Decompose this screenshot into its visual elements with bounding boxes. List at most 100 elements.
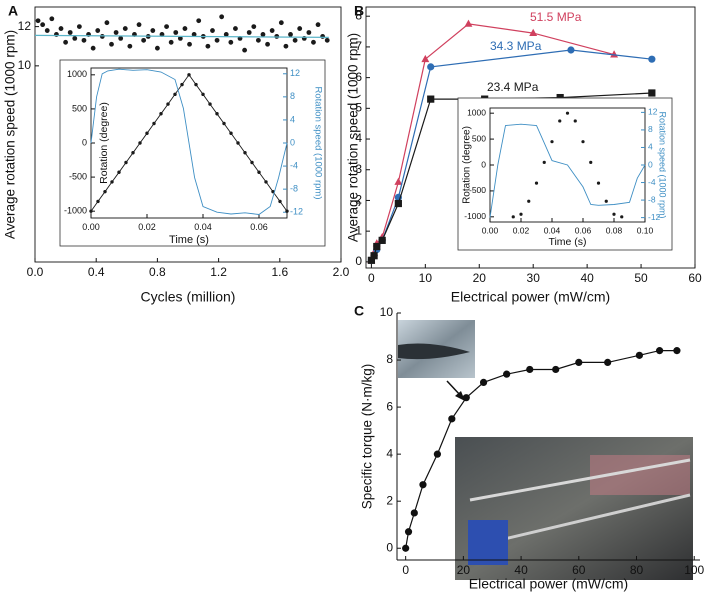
y-axis-label: Rotation (degree) bbox=[98, 102, 110, 184]
marker bbox=[635, 351, 644, 359]
y2-tick-label: 4 bbox=[648, 142, 653, 152]
marker bbox=[255, 37, 261, 43]
x-tick-label: 0.8 bbox=[149, 265, 166, 279]
y-tick-label: 2 bbox=[386, 493, 393, 507]
marker bbox=[104, 20, 110, 26]
x-tick-label: 0.00 bbox=[482, 226, 499, 236]
y-tick-label: 0 bbox=[355, 254, 362, 268]
x-tick-label: 1.2 bbox=[210, 265, 227, 279]
marker bbox=[565, 111, 570, 115]
marker bbox=[155, 45, 160, 51]
y-tick-label: 500 bbox=[72, 103, 87, 113]
marker bbox=[283, 43, 289, 49]
y2-tick-label: 12 bbox=[290, 68, 300, 78]
x-tick-label: 2.0 bbox=[333, 265, 350, 279]
marker bbox=[394, 199, 402, 208]
series-label: 51.5 MPa bbox=[530, 10, 582, 24]
marker bbox=[648, 55, 656, 63]
y-tick-label: 6 bbox=[355, 70, 362, 84]
x-tick-label: 0.06 bbox=[575, 226, 592, 236]
y-tick-label: 8 bbox=[355, 8, 362, 22]
x-tick-label: 0.04 bbox=[194, 222, 212, 232]
y2-tick-label: 4 bbox=[290, 114, 295, 124]
marker bbox=[187, 41, 192, 47]
y-tick-label: 4 bbox=[355, 131, 362, 145]
marker bbox=[246, 30, 252, 35]
marker bbox=[274, 34, 280, 39]
marker bbox=[278, 20, 284, 26]
series-line bbox=[489, 123, 646, 218]
series-line bbox=[405, 350, 677, 549]
y-tick-label: 0 bbox=[82, 137, 87, 147]
series-line bbox=[34, 34, 329, 38]
marker bbox=[67, 30, 73, 35]
marker bbox=[427, 63, 435, 71]
y-axis-label: Specific torque (N·m/kg) bbox=[360, 364, 375, 510]
marker bbox=[556, 93, 564, 102]
marker bbox=[122, 26, 128, 31]
x-axis-label: Time (s) bbox=[169, 234, 209, 246]
marker bbox=[315, 22, 321, 28]
marker bbox=[103, 189, 107, 194]
marker bbox=[527, 199, 531, 203]
y2-tick-label: 0 bbox=[648, 159, 653, 169]
marker bbox=[550, 140, 554, 144]
marker bbox=[168, 39, 174, 45]
marker bbox=[229, 131, 233, 135]
marker bbox=[113, 30, 119, 35]
marker bbox=[150, 28, 156, 33]
inset-background bbox=[457, 97, 673, 251]
marker bbox=[49, 16, 55, 22]
marker bbox=[534, 181, 539, 185]
plot-frame bbox=[365, 6, 696, 269]
marker bbox=[173, 30, 179, 35]
y2-axis-label: Rotation speed (1000 rpm) bbox=[312, 86, 323, 199]
marker bbox=[90, 45, 96, 51]
marker bbox=[228, 39, 234, 45]
x-tick-label: 0 bbox=[368, 271, 375, 285]
x-tick-label: 0.06 bbox=[250, 222, 268, 232]
y-tick-label: 8 bbox=[386, 352, 393, 366]
marker bbox=[433, 450, 441, 458]
x-tick-label: 0 bbox=[402, 563, 409, 577]
x-tick-label: 40 bbox=[514, 563, 528, 577]
x-tick-label: 0.10 bbox=[637, 226, 654, 236]
marker bbox=[394, 177, 403, 185]
marker bbox=[63, 39, 68, 45]
y2-tick-label: -12 bbox=[290, 207, 303, 217]
marker bbox=[127, 43, 133, 49]
y-tick-label: -1000 bbox=[64, 206, 87, 216]
panel-label: C bbox=[354, 303, 364, 319]
x-tick-label: 60 bbox=[572, 563, 586, 577]
marker bbox=[136, 22, 142, 28]
arrow-head bbox=[455, 391, 465, 401]
marker bbox=[208, 102, 212, 106]
marker bbox=[673, 347, 681, 355]
x-tick-label: 100 bbox=[684, 563, 704, 577]
marker bbox=[109, 41, 114, 47]
marker bbox=[589, 160, 593, 165]
marker bbox=[58, 26, 64, 31]
y-tick-label: 10 bbox=[18, 58, 32, 72]
x-axis-label: Electrical power (mW/cm) bbox=[469, 576, 628, 592]
y2-axis-label: Rotation speed (1000 rpm) bbox=[658, 111, 668, 218]
marker bbox=[243, 151, 247, 155]
x-tick-label: 30 bbox=[527, 271, 541, 285]
x-tick-label: 20 bbox=[457, 563, 471, 577]
x-tick-label: 40 bbox=[580, 271, 594, 285]
series-label: 23.4 MPa bbox=[487, 80, 539, 94]
marker bbox=[214, 37, 220, 43]
marker bbox=[205, 43, 211, 49]
y-tick-label: -500 bbox=[69, 171, 87, 181]
y-tick-label: 12 bbox=[18, 19, 32, 33]
marker bbox=[542, 160, 546, 165]
photo-detail bbox=[468, 520, 508, 565]
marker bbox=[117, 170, 121, 174]
marker bbox=[462, 394, 470, 402]
y-tick-label: 3 bbox=[355, 162, 362, 176]
marker bbox=[378, 236, 386, 244]
x-tick-label: 50 bbox=[634, 271, 648, 285]
marker bbox=[44, 28, 50, 33]
marker bbox=[110, 180, 114, 184]
marker bbox=[656, 347, 664, 355]
